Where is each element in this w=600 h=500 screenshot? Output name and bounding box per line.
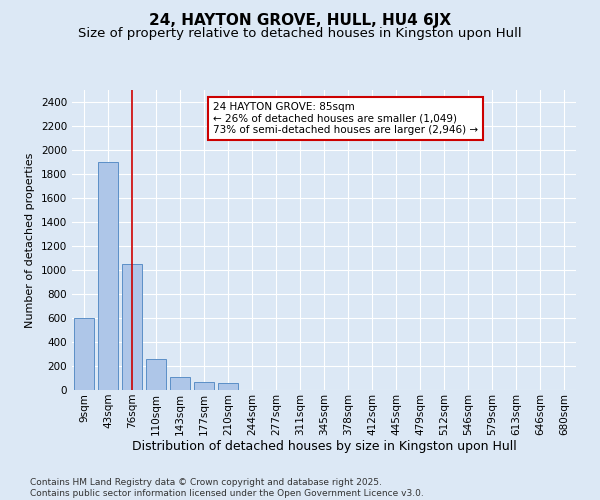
X-axis label: Distribution of detached houses by size in Kingston upon Hull: Distribution of detached houses by size … [131,440,517,454]
Bar [170,378,190,390]
Bar [98,162,118,390]
Bar [194,382,214,390]
Text: Size of property relative to detached houses in Kingston upon Hull: Size of property relative to detached ho… [78,28,522,40]
Y-axis label: Number of detached properties: Number of detached properties [25,152,35,328]
Bar [146,359,166,390]
Bar [218,383,238,390]
Bar [122,264,142,390]
Text: 24 HAYTON GROVE: 85sqm
← 26% of detached houses are smaller (1,049)
73% of semi-: 24 HAYTON GROVE: 85sqm ← 26% of detached… [213,102,478,135]
Text: Contains HM Land Registry data © Crown copyright and database right 2025.
Contai: Contains HM Land Registry data © Crown c… [30,478,424,498]
Bar [74,318,94,390]
Text: 24, HAYTON GROVE, HULL, HU4 6JX: 24, HAYTON GROVE, HULL, HU4 6JX [149,12,451,28]
